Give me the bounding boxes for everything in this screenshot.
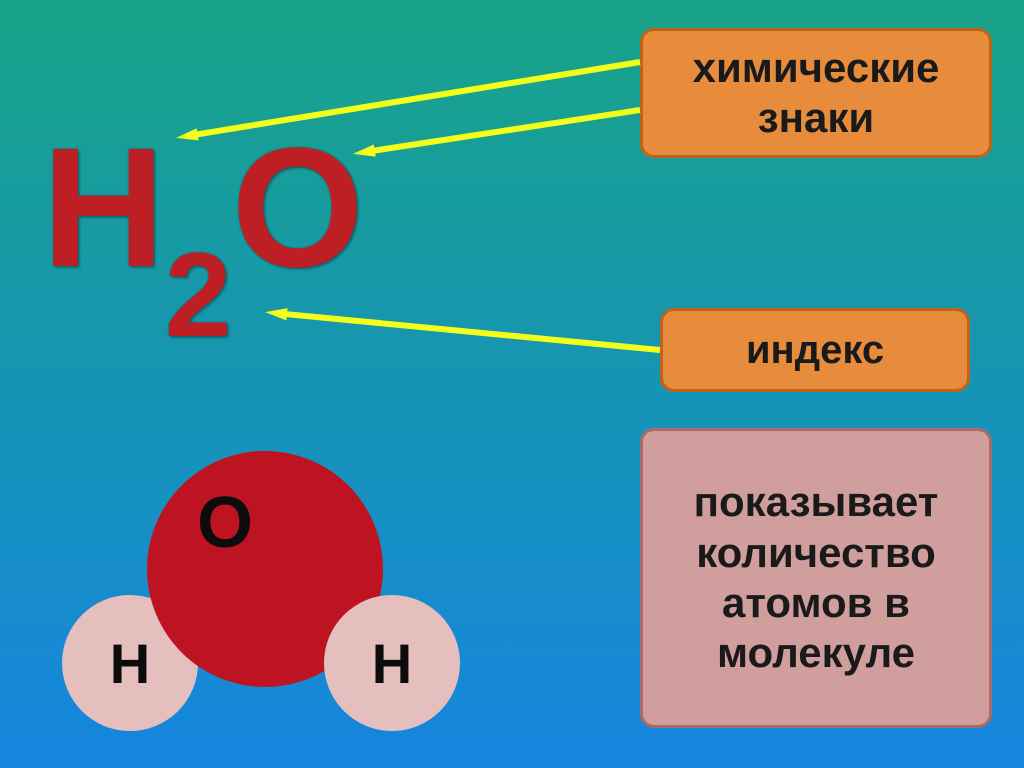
- formula-letter-h: H: [42, 113, 165, 303]
- atom-hydrogen-right: H: [324, 595, 460, 731]
- atom-hydrogen-right-label: H: [372, 631, 412, 696]
- callout-explanation: показывает количество атомов в молекуле: [640, 428, 992, 728]
- chemical-formula: H2O: [42, 110, 364, 306]
- callout-explanation-label: показывает количество атомов в молекуле: [665, 477, 967, 679]
- formula-letter-o: O: [232, 113, 364, 303]
- callout-chemical-signs: химические знаки: [640, 28, 992, 158]
- atom-hydrogen-left-label: H: [110, 631, 150, 696]
- atom-oxygen-label: O: [197, 482, 253, 564]
- formula-subscript-2: 2: [165, 228, 232, 362]
- slide-root: H2O химические знаки индекс показывает к…: [0, 0, 1024, 768]
- molecule-diagram: H O H: [50, 445, 470, 755]
- callout-index-label: индекс: [746, 326, 884, 374]
- callout-chemical-signs-label: химические знаки: [665, 43, 967, 144]
- callout-index: индекс: [660, 308, 970, 392]
